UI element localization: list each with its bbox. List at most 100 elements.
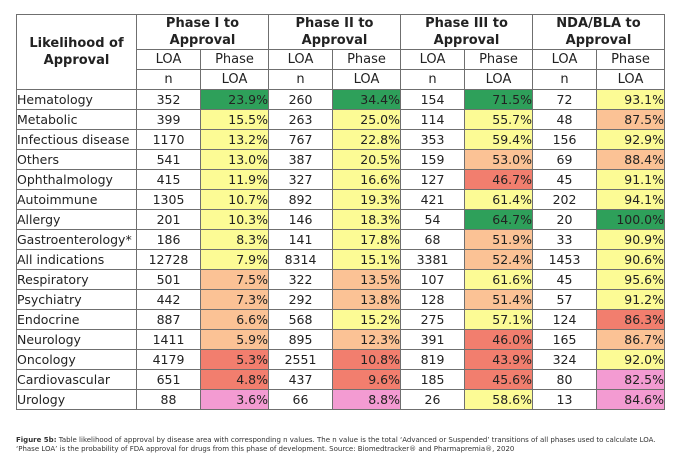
- loa-n-value: 568: [268, 309, 333, 330]
- phase-loa-value: 3.6%: [200, 389, 269, 410]
- disease-area-label: Autoimmune: [16, 189, 137, 210]
- loa-n-subheader: LOA: [532, 49, 597, 70]
- loa-n-value: 263: [268, 109, 333, 130]
- loa-n-subheader: n: [400, 69, 465, 90]
- phase-header: Phase I to Approval: [136, 14, 269, 50]
- loa-n-value: 201: [136, 209, 201, 230]
- loa-n-subheader: LOA: [136, 49, 201, 70]
- phase-loa-value: 12.3%: [332, 329, 401, 350]
- table-row: Oncology 4179 5.3% 2551 10.8% 819 43.9% 324 92.0…: [16, 349, 665, 370]
- phase-loa-value: 93.1%: [596, 89, 665, 110]
- phase-loa-value: 91.2%: [596, 289, 665, 310]
- loa-n-value: 45: [532, 269, 597, 290]
- phase-loa-value: 25.0%: [332, 109, 401, 130]
- phase-loa-value: 55.7%: [464, 109, 533, 130]
- loa-n-value: 399: [136, 109, 201, 130]
- phase-loa-value: 5.9%: [200, 329, 269, 350]
- loa-table-container: Likelihood of Approval Phase I to Approv…: [16, 14, 665, 410]
- loa-n-value: 114: [400, 109, 465, 130]
- phase-loa-value: 22.8%: [332, 129, 401, 150]
- disease-area-label: All indications: [16, 249, 137, 270]
- phase-loa-value: 7.3%: [200, 289, 269, 310]
- table-row: Psychiatry 442 7.3% 292 13.8% 128 51.4% 57 91.2%: [16, 289, 665, 310]
- phase-loa-value: 46.0%: [464, 329, 533, 350]
- phase-header: Phase III to Approval: [400, 14, 533, 50]
- phase-loa-subheader: LOA: [596, 69, 665, 90]
- loa-n-value: 107: [400, 269, 465, 290]
- loa-n-value: 324: [532, 349, 597, 370]
- loa-n-subheader: n: [268, 69, 333, 90]
- loa-n-subheader: n: [136, 69, 201, 90]
- loa-n-value: 387: [268, 149, 333, 170]
- loa-n-value: 322: [268, 269, 333, 290]
- phase-header: Phase II to Approval: [268, 14, 401, 50]
- loa-n-value: 260: [268, 89, 333, 110]
- loa-n-value: 892: [268, 189, 333, 210]
- loa-n-value: 4179: [136, 349, 201, 370]
- table-row: Ophthalmology 415 11.9% 327 16.6% 127 46.7% 45 9…: [16, 169, 665, 190]
- loa-n-subheader: LOA: [400, 49, 465, 70]
- phase-loa-value: 95.6%: [596, 269, 665, 290]
- loa-n-value: 895: [268, 329, 333, 350]
- table-row: Infectious disease 1170 13.2% 767 22.8% 353 59…: [16, 129, 665, 150]
- phase-loa-value: 23.9%: [200, 89, 269, 110]
- loa-n-value: 57: [532, 289, 597, 310]
- loa-n-value: 88: [136, 389, 201, 410]
- disease-area-label: Respiratory: [16, 269, 137, 290]
- loa-n-value: 391: [400, 329, 465, 350]
- phase-loa-value: 10.3%: [200, 209, 269, 230]
- loa-n-value: 442: [136, 289, 201, 310]
- table-row: Respiratory 501 7.5% 322 13.5% 107 61.6% 45 95.6…: [16, 269, 665, 290]
- phase-loa-value: 17.8%: [332, 229, 401, 250]
- loa-n-value: 541: [136, 149, 201, 170]
- loa-n-value: 437: [268, 369, 333, 390]
- phase-loa-subheader: Phase: [332, 49, 401, 70]
- phase-loa-value: 10.7%: [200, 189, 269, 210]
- table-row: Gastroenterology* 186 8.3% 141 17.8% 68 51.9% 3…: [16, 229, 665, 250]
- phase-loa-value: 88.4%: [596, 149, 665, 170]
- phase-loa-value: 61.4%: [464, 189, 533, 210]
- table-row: All indications 12728 7.9% 8314 15.1% 3381 52.…: [16, 249, 665, 270]
- disease-area-label: Allergy: [16, 209, 137, 230]
- loa-n-value: 352: [136, 89, 201, 110]
- loa-n-value: 275: [400, 309, 465, 330]
- loa-n-value: 154: [400, 89, 465, 110]
- loa-n-value: 72: [532, 89, 597, 110]
- disease-area-label: Hematology: [16, 89, 137, 110]
- phase-loa-value: 18.3%: [332, 209, 401, 230]
- loa-n-value: 69: [532, 149, 597, 170]
- loa-n-value: 124: [532, 309, 597, 330]
- loa-n-value: 127: [400, 169, 465, 190]
- loa-n-value: 327: [268, 169, 333, 190]
- phase-loa-value: 10.8%: [332, 349, 401, 370]
- loa-n-value: 26: [400, 389, 465, 410]
- loa-n-value: 3381: [400, 249, 465, 270]
- table-row: Cardiovascular 651 4.8% 437 9.6% 185 45.6% 80 82…: [16, 369, 665, 390]
- phase-header: NDA/BLA to Approval: [532, 14, 665, 50]
- phase-loa-value: 51.9%: [464, 229, 533, 250]
- phase-loa-value: 58.6%: [464, 389, 533, 410]
- loa-n-value: 68: [400, 229, 465, 250]
- loa-n-value: 353: [400, 129, 465, 150]
- loa-n-value: 165: [532, 329, 597, 350]
- loa-n-value: 141: [268, 229, 333, 250]
- phase-loa-value: 20.5%: [332, 149, 401, 170]
- disease-area-label: Infectious disease: [16, 129, 137, 150]
- phase-loa-value: 7.5%: [200, 269, 269, 290]
- phase-loa-value: 4.8%: [200, 369, 269, 390]
- phase-loa-value: 46.7%: [464, 169, 533, 190]
- loa-n-value: 13: [532, 389, 597, 410]
- disease-area-label: Psychiatry: [16, 289, 137, 310]
- subheader-row-2: n LOA n LOA n LOA n LOA: [17, 69, 665, 90]
- phase-loa-value: 92.0%: [596, 349, 665, 370]
- phase-loa-value: 86.7%: [596, 329, 665, 350]
- phase-loa-value: 92.9%: [596, 129, 665, 150]
- caption-label: Figure 5b:: [16, 436, 57, 444]
- table-body: Hematology 352 23.9% 260 34.4% 154 71.5% 72 93.1…: [16, 89, 665, 410]
- phase-loa-subheader: Phase: [596, 49, 665, 70]
- table-row: Metabolic 399 15.5% 263 25.0% 114 55.7% 48 87.5%: [16, 109, 665, 130]
- loa-n-value: 20: [532, 209, 597, 230]
- loa-n-value: 12728: [136, 249, 201, 270]
- phase-loa-value: 5.3%: [200, 349, 269, 370]
- loa-n-value: 415: [136, 169, 201, 190]
